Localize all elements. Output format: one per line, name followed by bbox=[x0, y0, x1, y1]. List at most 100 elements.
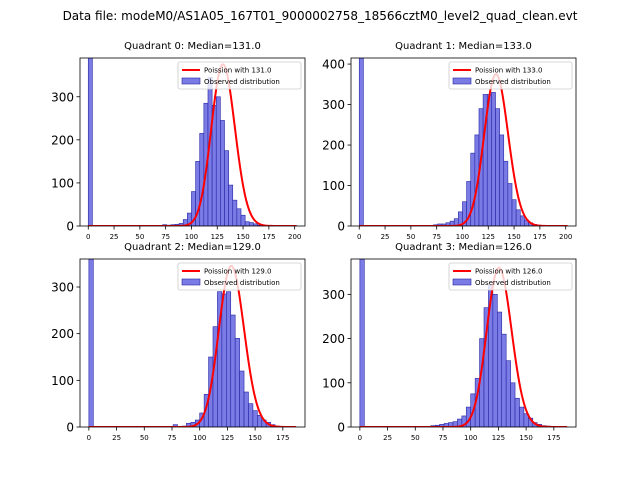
y-tick-label: 0 bbox=[66, 421, 74, 435]
x-tick-label: 25 bbox=[383, 434, 392, 442]
x-tick-label: 50 bbox=[411, 434, 420, 442]
axes-frame bbox=[350, 258, 577, 428]
histogram-bar bbox=[495, 108, 500, 226]
legend-observed-swatch bbox=[181, 77, 201, 85]
histogram-bar bbox=[248, 403, 254, 427]
histogram-bar bbox=[239, 370, 245, 427]
histogram-bar bbox=[501, 333, 507, 427]
histogram-bar bbox=[88, 259, 94, 427]
y-tick-label: 0 bbox=[66, 220, 74, 234]
x-tick-label: 200 bbox=[559, 233, 572, 241]
x-tick-label: 0 bbox=[87, 434, 91, 442]
subplot-title: Quadrant 3: Median=126.0 bbox=[395, 242, 532, 253]
x-tick-label: 150 bbox=[519, 434, 532, 442]
y-tick-label: 300 bbox=[51, 281, 74, 295]
y-tick-label: 200 bbox=[51, 133, 74, 147]
plot-area bbox=[87, 58, 297, 226]
histogram-bar bbox=[491, 92, 496, 226]
histogram-bar bbox=[503, 160, 509, 226]
legend bbox=[448, 262, 573, 291]
x-tick-label: 75 bbox=[168, 434, 177, 442]
x-tick-label: 75 bbox=[432, 233, 441, 241]
x-tick-label: 150 bbox=[507, 233, 520, 241]
poisson-curve bbox=[359, 73, 568, 226]
legend-observed-swatch bbox=[452, 278, 472, 286]
histogram-bar bbox=[236, 208, 242, 226]
legend-observed-label: Observed distribution bbox=[475, 279, 551, 287]
histogram-bar bbox=[510, 382, 516, 427]
legend-observed-label: Observed distribution bbox=[204, 78, 280, 86]
poisson-curve bbox=[88, 63, 297, 226]
x-tick-label: 25 bbox=[381, 233, 390, 241]
subplot-quadrant-1: Quadrant 1: Median=133.0 0 25 50 75 100 125 15… bbox=[322, 41, 577, 241]
subplot-title: Quadrant 0: Median=131.0 bbox=[124, 41, 261, 52]
x-tick-label: 50 bbox=[140, 434, 149, 442]
legend-poisson-label: Poission with 129.0 bbox=[204, 268, 272, 276]
histogram-bar bbox=[507, 183, 513, 226]
x-tick-label: 175 bbox=[533, 233, 546, 241]
legend-poisson-label: Poission with 131.0 bbox=[204, 67, 272, 75]
histogram-bar bbox=[87, 58, 93, 226]
x-tick-label: 0 bbox=[357, 233, 361, 241]
y-tick-label: 200 bbox=[322, 139, 345, 153]
subplot-quadrant-3: Quadrant 3: Median=126.0 0 25 50 75 100 125 15… bbox=[322, 242, 577, 442]
legend-box bbox=[448, 61, 573, 90]
histogram-bar bbox=[514, 397, 520, 427]
y-tick-label: 100 bbox=[322, 376, 345, 390]
legend bbox=[177, 262, 302, 291]
histogram-bar bbox=[486, 94, 492, 226]
y-tick-label: 200 bbox=[322, 332, 345, 346]
histogram-bar bbox=[470, 152, 476, 226]
x-tick-label: 75 bbox=[161, 233, 170, 241]
histogram-bar bbox=[358, 58, 364, 226]
histogram-bar bbox=[519, 406, 525, 427]
x-tick-label: 50 bbox=[135, 233, 144, 241]
legend-poisson-label: Poission with 126.0 bbox=[475, 268, 543, 276]
x-tick-label: 125 bbox=[492, 434, 505, 442]
histogram-bar bbox=[499, 134, 505, 226]
histogram-bar bbox=[248, 222, 254, 226]
x-tick-label: 25 bbox=[110, 233, 119, 241]
legend-box bbox=[448, 262, 573, 291]
x-tick-label: 175 bbox=[547, 434, 560, 442]
histogram-bar bbox=[511, 199, 517, 226]
x-tick-label: 100 bbox=[464, 434, 477, 442]
y-tick-label: 0 bbox=[337, 421, 345, 435]
histogram-bar bbox=[244, 221, 250, 226]
subplot-quadrant-2: Quadrant 2: Median=129.0 0 25 50 75 100 125 15… bbox=[51, 242, 306, 442]
x-tick-label: 100 bbox=[185, 233, 198, 241]
legend-box bbox=[177, 262, 302, 291]
x-tick-label: 75 bbox=[439, 434, 448, 442]
histogram-bar bbox=[199, 133, 205, 226]
y-tick-label: 100 bbox=[51, 176, 74, 190]
subplot-title: Quadrant 1: Median=133.0 bbox=[395, 41, 532, 52]
legend-box bbox=[177, 61, 302, 90]
figure-title: Data file: modeM0/AS1A05_167T01_90000027… bbox=[63, 9, 578, 23]
plot-area bbox=[358, 58, 568, 226]
x-tick-label: 175 bbox=[262, 233, 275, 241]
histogram-bar bbox=[230, 314, 236, 427]
subplot-quadrant-0: Quadrant 0: Median=131.0 0 25 50 75 100 125 15… bbox=[51, 41, 306, 241]
histogram-bar bbox=[359, 259, 365, 427]
y-tick-label: 300 bbox=[51, 90, 74, 104]
x-tick-label: 150 bbox=[248, 434, 261, 442]
histogram-bar bbox=[243, 391, 249, 427]
histogram-bar bbox=[252, 410, 258, 427]
y-tick-label: 300 bbox=[322, 288, 345, 302]
x-tick-label: 125 bbox=[482, 233, 495, 241]
x-tick-label: 100 bbox=[193, 434, 206, 442]
histogram-bar bbox=[519, 215, 525, 226]
x-tick-label: 125 bbox=[221, 434, 234, 442]
histogram-bar bbox=[228, 184, 234, 226]
histogram-bar bbox=[497, 311, 503, 427]
y-tick-label: 400 bbox=[322, 58, 345, 72]
histogram-bar bbox=[226, 291, 232, 427]
histogram-bar bbox=[224, 150, 229, 226]
axes-frame bbox=[79, 57, 306, 227]
histogram-bar bbox=[215, 96, 221, 226]
legend-observed-swatch bbox=[181, 278, 201, 286]
legend-poisson-label: Poission with 133.0 bbox=[475, 67, 543, 75]
histogram-bar bbox=[492, 294, 498, 427]
legend-observed-swatch bbox=[452, 77, 472, 85]
legend bbox=[448, 61, 573, 90]
